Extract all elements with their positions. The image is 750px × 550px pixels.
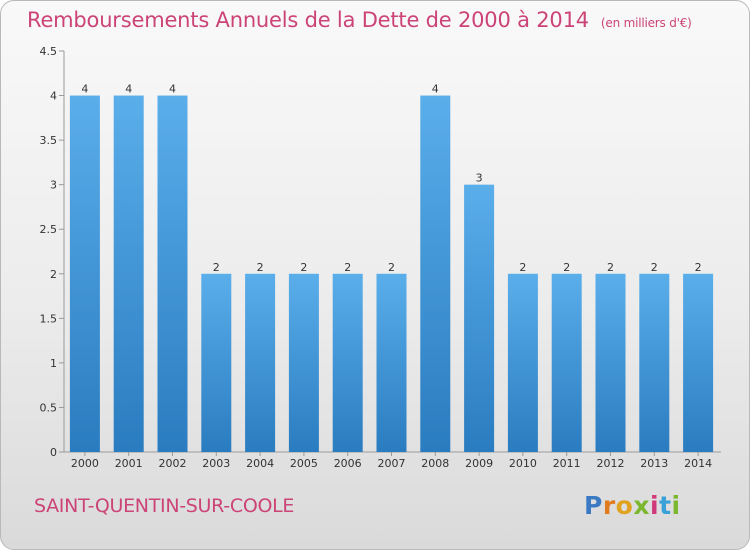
- y-tick-label: 4: [50, 90, 57, 103]
- bar: [507, 273, 538, 452]
- x-tick-label: 2012: [597, 457, 625, 470]
- bar-value-label: 2: [344, 261, 351, 274]
- bar: [683, 273, 714, 452]
- y-tick-label: 2.5: [40, 223, 58, 236]
- bar: [332, 273, 363, 452]
- logo-letter: P: [584, 491, 603, 520]
- x-tick-label: 2013: [640, 457, 668, 470]
- y-tick-label: 4.5: [40, 45, 58, 58]
- bar-value-label: 4: [125, 83, 132, 96]
- logo-letter: x: [633, 491, 650, 520]
- bar-value-label: 4: [81, 83, 88, 96]
- bar: [69, 95, 100, 453]
- x-tick-label: 2007: [378, 457, 406, 470]
- logo-letter: i: [671, 491, 681, 520]
- proxiti-logo[interactable]: Proxiti: [584, 491, 681, 520]
- bar-value-label: 2: [519, 261, 526, 274]
- bar-value-label: 2: [213, 261, 220, 274]
- bar: [201, 273, 232, 452]
- bar: [113, 95, 144, 453]
- y-tick-label: 3.5: [40, 134, 58, 147]
- x-tick-label: 2001: [115, 457, 143, 470]
- bar-value-label: 4: [169, 83, 176, 96]
- bar: [157, 95, 188, 453]
- bar-value-label: 3: [476, 172, 483, 185]
- logo-letter: o: [615, 491, 634, 520]
- bar: [420, 95, 451, 453]
- x-tick-label: 2000: [71, 457, 99, 470]
- bar-value-label: 2: [607, 261, 614, 274]
- bar: [595, 273, 626, 452]
- x-tick-label: 2009: [465, 457, 493, 470]
- bar: [376, 273, 407, 452]
- x-tick-label: 2003: [202, 457, 230, 470]
- logo-letter: t: [659, 491, 672, 520]
- bar: [245, 273, 276, 452]
- x-tick-label: 2014: [684, 457, 712, 470]
- y-tick-label: 1: [50, 357, 57, 370]
- bar-value-label: 2: [388, 261, 395, 274]
- chart-title-text: Remboursements Annuels de la Dette de 20…: [27, 8, 589, 32]
- commune-name: SAINT-QUENTIN-SUR-COOLE: [34, 495, 295, 517]
- bar-value-label: 2: [257, 261, 264, 274]
- bar-value-label: 2: [300, 261, 307, 274]
- bar: [639, 273, 670, 452]
- y-tick-label: 1.5: [40, 312, 58, 325]
- x-tick-label: 2006: [334, 457, 362, 470]
- bar: [551, 273, 582, 452]
- bar-value-label: 2: [695, 261, 702, 274]
- x-tick-label: 2004: [246, 457, 274, 470]
- y-tick-label: 2: [50, 268, 57, 281]
- bar-value-label: 4: [432, 83, 439, 96]
- y-tick-label: 0.5: [40, 401, 58, 414]
- logo-letter: r: [602, 491, 616, 520]
- chart-title: Remboursements Annuels de la Dette de 20…: [27, 8, 692, 32]
- bar: [288, 273, 319, 452]
- logo-letter: i: [650, 491, 660, 520]
- y-tick-label: 0: [50, 446, 57, 459]
- x-tick-label: 2002: [159, 457, 187, 470]
- x-tick-label: 2005: [290, 457, 318, 470]
- y-tick-label: 3: [50, 179, 57, 192]
- bar-value-label: 2: [563, 261, 570, 274]
- bar: [464, 184, 495, 452]
- bar-value-label: 2: [651, 261, 658, 274]
- x-tick-label: 2011: [553, 457, 581, 470]
- x-tick-label: 2008: [421, 457, 449, 470]
- chart-unit-note: (en milliers d'€): [600, 16, 692, 30]
- x-tick-label: 2010: [509, 457, 537, 470]
